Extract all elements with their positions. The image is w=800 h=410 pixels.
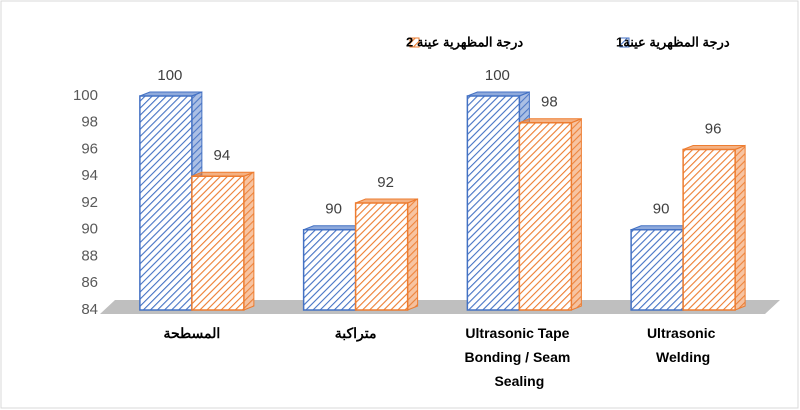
bar-front	[466, 95, 521, 311]
x-tick-label: Ultrasonic Tape Bonding / Seam Sealing	[465, 325, 575, 389]
y-tick-label: 84	[81, 301, 98, 318]
legend-label: درجة المظهرية عينة 2	[406, 34, 523, 50]
y-tick-label: 100	[73, 87, 98, 104]
data-label: 98	[541, 94, 558, 111]
x-tick-label: Ultrasonic Welding	[647, 325, 719, 365]
data-label: 90	[653, 201, 670, 218]
bar-front	[191, 175, 245, 311]
bar-side-dark	[407, 199, 418, 310]
bar	[191, 171, 255, 311]
data-label: 94	[214, 147, 231, 164]
bar-side-dark	[571, 118, 582, 310]
y-tick-label: 90	[81, 221, 98, 238]
bar-front	[630, 229, 684, 311]
data-label: 100	[157, 67, 182, 84]
data-label: 100	[485, 67, 510, 84]
data-label: 96	[705, 120, 722, 137]
x-tick-label: المسطحة	[163, 325, 220, 341]
legend-swatch	[409, 37, 420, 48]
bar-side-dark	[735, 145, 746, 310]
bar-front	[302, 229, 357, 311]
data-label: 90	[325, 201, 342, 218]
y-tick-label: 96	[81, 140, 98, 157]
y-tick-label: 98	[81, 114, 98, 131]
bar-front	[354, 202, 409, 311]
legend-label: درجة المظهرية عينة1	[616, 34, 730, 50]
data-label: 92	[377, 174, 394, 191]
floor	[100, 300, 780, 314]
y-tick-label: 86	[81, 274, 98, 291]
legend-swatch	[619, 37, 630, 48]
y-tick-label: 88	[81, 247, 98, 264]
y-tick-label: 92	[81, 194, 98, 211]
bar	[518, 118, 582, 311]
bar-front	[518, 122, 573, 311]
y-tick-label: 94	[81, 167, 98, 184]
bar-side-dark	[243, 172, 254, 310]
bar-front	[139, 95, 193, 311]
bar-front	[682, 148, 736, 311]
x-tick-label: متراكبة	[335, 325, 377, 342]
bar	[682, 144, 746, 311]
legend: درجة المظهرية عينة1 درجة المظهرية عينة 2	[406, 34, 730, 50]
bar	[354, 198, 419, 311]
